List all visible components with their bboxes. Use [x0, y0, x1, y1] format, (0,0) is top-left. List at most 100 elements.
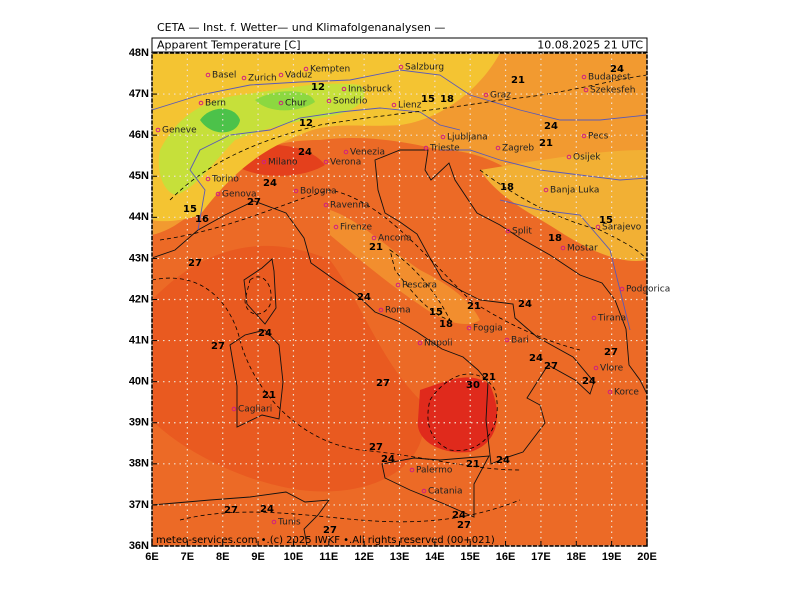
contour-label: 21 [262, 390, 276, 401]
city-label: Zurich [248, 74, 277, 84]
lat-tick-label: 37N [129, 499, 149, 511]
city-dot [566, 154, 572, 160]
contour-label: 24 [357, 292, 371, 303]
city-label: Cagliari [238, 405, 272, 415]
lon-tick-label: 13E [390, 551, 410, 563]
city-dot [591, 315, 597, 321]
lon-tick-label: 19E [602, 551, 622, 563]
city-label: Sondrio [333, 97, 368, 107]
lat-tick-label: 47N [129, 88, 149, 100]
city-label: Ancona [378, 234, 412, 244]
contour-label: 21 [466, 459, 480, 470]
city-dot [543, 187, 549, 193]
city-label: Venezia [350, 148, 385, 158]
city-dot [607, 389, 613, 395]
city-label: Bari [511, 336, 529, 346]
border [189, 107, 461, 231]
lat-tick-label: 46N [129, 129, 149, 141]
city-label: Split [512, 227, 532, 237]
lon-tick-label: 14E [425, 551, 445, 563]
city-label: Genova [222, 190, 257, 200]
city-label: Pecs [588, 132, 609, 142]
lat-tick-label: 45N [129, 170, 149, 182]
contour-label: 24 [582, 376, 596, 387]
city-dot [323, 202, 329, 208]
lon-tick-label: 16E [496, 551, 516, 563]
city-label: Milano [268, 158, 298, 168]
city-label: Roma [385, 306, 411, 316]
contour-label: 24 [298, 147, 312, 158]
grid [151, 52, 648, 547]
city-dot [440, 134, 446, 140]
city-label: Vlore [600, 364, 624, 374]
city-dot [409, 467, 415, 473]
field-cool [152, 53, 500, 222]
city-dot [505, 228, 511, 234]
city-label: Kempten [310, 65, 350, 75]
city-dot [278, 72, 284, 78]
contour-label: 16 [195, 214, 209, 225]
contour-line [169, 74, 647, 201]
city-label: Podgorica [626, 285, 670, 295]
contour-label: 24 [529, 353, 543, 364]
city-dot [417, 340, 423, 346]
lon-tick-label: 9E [251, 551, 264, 563]
contours [152, 74, 647, 523]
contour-label: 27 [376, 378, 390, 389]
city-dot [378, 307, 384, 313]
lon-tick-label: 17E [531, 551, 551, 563]
city-dot [466, 325, 472, 331]
city-dot [261, 159, 267, 165]
coastline [243, 258, 277, 325]
contour-label: 24 [518, 299, 532, 310]
contour-label: 21 [511, 75, 525, 86]
city-dot [495, 145, 501, 151]
contour-label: 12 [311, 82, 325, 93]
city-dot [278, 100, 284, 106]
lon-tick-label: 6E [145, 551, 158, 563]
city-dot [398, 64, 404, 70]
city-label: Osijek [573, 153, 601, 163]
coastline [152, 149, 647, 465]
lat-tick-label: 44N [129, 211, 149, 223]
city-label: Lienz [398, 101, 422, 111]
page-title: CETA — Inst. f. Wetter— und Klimafolgena… [157, 21, 445, 34]
contour-label: 15 [599, 215, 613, 226]
city-label: Basel [212, 71, 236, 81]
contour-label: 12 [299, 118, 313, 129]
city-dot [215, 191, 221, 197]
city-dot [155, 127, 161, 133]
city-label: Innsbruck [348, 85, 393, 95]
coastlines [152, 69, 647, 546]
lon-tick-label: 18E [566, 551, 586, 563]
contour-line [479, 169, 647, 261]
contour-line [244, 276, 272, 315]
lon-tick-label: 12E [354, 551, 374, 563]
city-dot [423, 145, 429, 151]
lat-tick-label: 43N [129, 252, 149, 264]
lat-tick-label: 38N [129, 458, 149, 470]
city-label: Catania [428, 487, 463, 497]
city-label: Firenze [340, 223, 372, 233]
contour-label: 27 [457, 520, 471, 531]
border [152, 69, 647, 121]
city-dot [504, 337, 510, 343]
field-name: Apparent Temperature [C] [157, 39, 301, 52]
contour-label: 24 [544, 121, 558, 132]
contour-label: 27 [247, 197, 261, 208]
city-dot [271, 519, 277, 525]
field-mild [330, 210, 480, 325]
city-label: Palermo [416, 466, 453, 476]
city-label: Banja Luka [550, 186, 599, 196]
city-label: Tunis [277, 518, 301, 528]
lon-tick-label: 7E [181, 551, 194, 563]
city-label: Bern [205, 99, 226, 109]
field-cold [200, 108, 240, 133]
city-label: Graz [490, 91, 511, 101]
contour-label: 27 [544, 361, 558, 372]
lon-tick-label: 11E [319, 551, 338, 563]
contour-label: 24 [381, 454, 395, 465]
contour-label: 27 [188, 258, 202, 269]
city-dot [205, 176, 211, 182]
lon-tick-label: 20E [637, 551, 657, 563]
